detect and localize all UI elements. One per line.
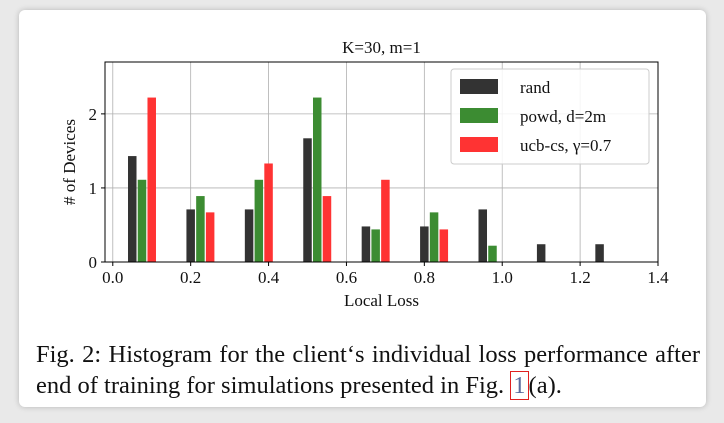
bar-series-1 <box>488 245 497 262</box>
legend-swatch-2 <box>460 137 498 152</box>
bar-series-1 <box>254 179 264 262</box>
bar-series-2 <box>264 163 273 262</box>
histogram-chart: 0.0 0.2 0.4 0.6 0.8 1.0 1.2 1.4 0 1 2 K=30, m=1 Loca… <box>60 38 669 310</box>
legend-label-2: ucb-cs, γ=0.7 <box>520 136 612 155</box>
bar-series-0 <box>128 156 137 262</box>
bar-series-0 <box>244 209 254 262</box>
legend-swatch-0 <box>460 79 498 94</box>
bar-series-1 <box>196 196 205 262</box>
bar-series-0 <box>361 226 371 262</box>
legend-box <box>450 68 650 165</box>
caption-suffix: (a). <box>528 372 562 399</box>
bar-series-0 <box>478 209 488 262</box>
figure-caption: Fig. 2: Histogram for the client‘s indiv… <box>36 339 700 401</box>
x-tick-label: 1.0 <box>492 268 513 287</box>
bar-series-0 <box>303 138 312 262</box>
bar-series-0 <box>420 226 429 262</box>
bar-series-1 <box>137 179 147 262</box>
bar-series-2 <box>147 97 156 262</box>
bar-series-2 <box>205 212 215 262</box>
chart-title: K=30, m=1 <box>342 38 421 57</box>
legend-label-1: powd, d=2m <box>520 107 606 126</box>
y-tick-label: 1 <box>89 179 98 198</box>
x-axis-label: Local Loss <box>344 291 419 310</box>
y-tick-label: 2 <box>89 105 98 124</box>
figure-reference-link[interactable]: 1 <box>510 371 529 400</box>
legend-label-0: rand <box>520 78 551 97</box>
x-tick-label: 0.6 <box>336 268 357 287</box>
legend-swatch-1 <box>460 108 498 123</box>
x-tick-label: 1.4 <box>647 268 669 287</box>
bar-series-0 <box>536 244 546 262</box>
x-tick-label: 0.8 <box>414 268 435 287</box>
y-tick-label: 0 <box>89 253 98 272</box>
bar-series-2 <box>322 196 332 262</box>
bar-series-0 <box>186 209 195 262</box>
y-axis-label: # of Devices <box>60 119 79 205</box>
bar-series-1 <box>429 212 439 262</box>
x-tick-label: 1.2 <box>569 268 590 287</box>
plot-frame <box>104 61 659 263</box>
figure-card: 0.0 0.2 0.4 0.6 0.8 1.0 1.2 1.4 0 1 2 K=30, m=1 Loca… <box>19 10 706 407</box>
bar-series-2 <box>439 229 449 262</box>
x-tick-label: 0.4 <box>258 268 280 287</box>
x-tick-label: 0.0 <box>102 268 123 287</box>
bar-series-1 <box>371 229 380 262</box>
x-tick-label: 0.2 <box>180 268 201 287</box>
bar-series-0 <box>595 244 604 262</box>
bar-series-2 <box>381 179 390 262</box>
bar-series-1 <box>312 97 322 262</box>
caption-text: Fig. 2: Histogram for the client‘s indiv… <box>36 341 700 399</box>
